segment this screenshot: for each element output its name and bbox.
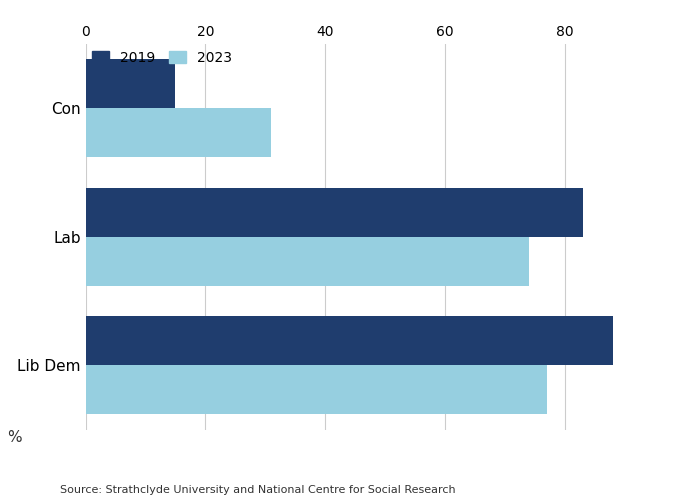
Bar (85, 366, 547, 414)
Legend: 2019, 2023: 2019, 2023 (92, 51, 232, 65)
Text: Source: Strathclyde University and National Centre for Social Research: Source: Strathclyde University and Natio… (60, 485, 455, 495)
Text: %: % (8, 430, 22, 445)
Bar (85, 236, 529, 286)
Bar (85, 108, 272, 157)
Bar (85, 188, 583, 236)
Bar (85, 60, 176, 108)
Bar (85, 316, 613, 366)
